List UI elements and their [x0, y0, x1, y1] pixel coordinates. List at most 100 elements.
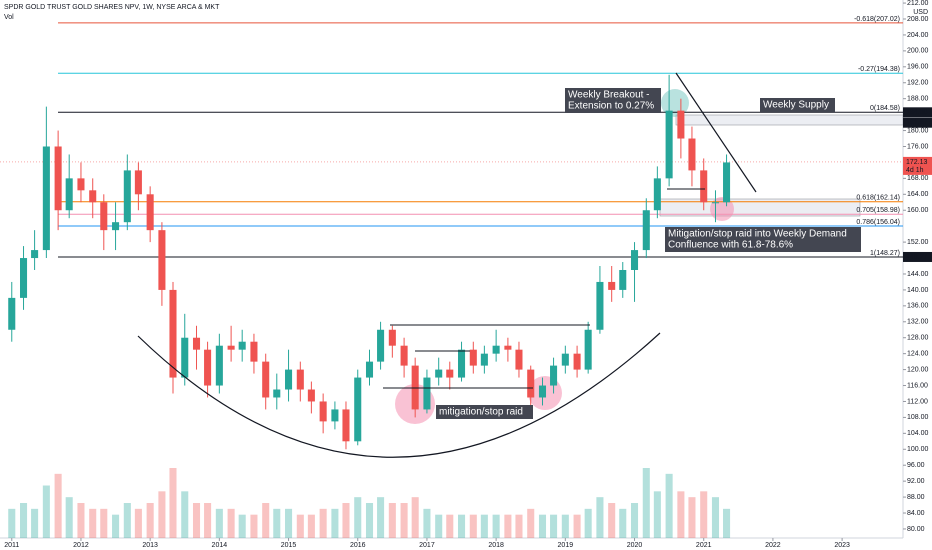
candle-body — [342, 409, 350, 442]
candle-body — [596, 281, 604, 330]
volume-bar — [423, 508, 431, 538]
candle-body — [354, 377, 362, 442]
candle-body — [700, 170, 708, 203]
x-tick-label: 2012 — [73, 542, 89, 549]
volume-bar — [458, 514, 466, 538]
y-tick-label: 136.00 — [907, 303, 929, 310]
candle-body — [112, 222, 120, 231]
drawings-top — [137, 72, 757, 458]
x-tick-label: 2022 — [765, 542, 781, 549]
volume-label: Vol — [4, 14, 14, 21]
annotation-text: Extension to 0.27% — [568, 101, 654, 112]
volume-bar — [492, 514, 500, 538]
candle-body — [204, 349, 212, 386]
y-tick-label: 192.00 — [907, 80, 929, 87]
candle-body — [65, 178, 73, 211]
volume-bar — [42, 485, 50, 538]
y-tick-label: 144.00 — [907, 271, 929, 278]
x-tick-label: 2019 — [558, 542, 574, 549]
x-tick-label: 2023 — [834, 542, 850, 549]
candle-body — [688, 138, 696, 171]
x-tick-label: 2013 — [142, 542, 158, 549]
highlight-circle — [710, 197, 734, 221]
candle-body — [77, 178, 85, 191]
price-tag — [903, 251, 932, 262]
candle-body — [134, 170, 142, 195]
candle-body — [250, 341, 258, 362]
y-tick-label: 108.00 — [907, 414, 929, 421]
annotation-box — [436, 405, 533, 419]
fib-label: 0(184.58) — [870, 105, 900, 112]
volume-bar — [504, 514, 512, 538]
y-tick-label: 152.00 — [907, 239, 929, 246]
x-tick-label: 2021 — [696, 542, 712, 549]
candle-body — [711, 202, 720, 204]
annotation-box — [565, 88, 661, 113]
volume-bar — [307, 514, 315, 538]
y-tick-label: 160.00 — [907, 207, 929, 214]
y-tick-label: 120.00 — [907, 366, 929, 373]
volume-bar — [204, 503, 212, 538]
y-tick-label: 164.00 — [907, 191, 929, 198]
candle-body — [215, 345, 223, 386]
volume-bar — [146, 503, 154, 538]
candle-body — [515, 349, 523, 370]
volume-bar — [411, 497, 419, 538]
volume-bar — [319, 508, 327, 538]
volume-bar — [273, 508, 281, 538]
volume-bar — [354, 497, 362, 538]
volume-bar — [700, 491, 708, 538]
y-tick-label: 128.00 — [907, 335, 929, 342]
volume-bar — [480, 514, 488, 538]
y-tick-label: 88.00 — [907, 494, 925, 501]
candle-body — [54, 146, 62, 211]
volume-bar — [596, 497, 604, 538]
volume-bar — [262, 503, 270, 538]
y-tick-label: 180.00 — [907, 127, 929, 134]
candle-body — [723, 162, 731, 203]
volume-bar — [19, 503, 28, 538]
volume-bar — [469, 514, 477, 538]
volume-bar — [285, 508, 293, 538]
annotation-box — [760, 98, 835, 112]
volume-bar — [665, 473, 673, 538]
y-tick-label: 124.00 — [907, 351, 929, 358]
y-tick-label: 112.00 — [907, 398, 928, 405]
volume-bar — [31, 508, 39, 538]
trend-line — [675, 72, 757, 193]
annotation-text: Weekly Breakout - — [568, 90, 650, 101]
x-tick-label: 2014 — [212, 542, 228, 549]
candle-body — [181, 337, 189, 378]
candle-body — [504, 345, 512, 350]
candle-body — [388, 329, 396, 346]
volume-bar — [342, 503, 350, 538]
volume-bar — [112, 514, 120, 538]
volume-bar — [250, 514, 258, 538]
fib-label: 0.786(156.04) — [856, 219, 900, 226]
price-tag — [903, 107, 932, 118]
candle-body — [400, 345, 408, 366]
y-tick-label: 116.00 — [907, 382, 928, 389]
candle-body — [307, 389, 315, 402]
candle-body — [608, 281, 616, 290]
price-tag — [903, 117, 932, 128]
candle-body — [273, 389, 281, 398]
candle-body — [619, 269, 627, 290]
candle-body — [365, 361, 374, 378]
volume-bar — [227, 508, 235, 538]
volume-bar — [215, 508, 223, 538]
volume-bar — [630, 503, 639, 538]
candle-body — [423, 377, 431, 410]
candle-body — [169, 289, 177, 378]
volume-bar — [100, 508, 108, 538]
countdown: 4d 1h — [906, 167, 924, 174]
fib-label: 0.618(162.14) — [856, 195, 900, 202]
candle-body — [89, 190, 97, 203]
volume-bar — [527, 508, 535, 538]
volume-bar — [723, 508, 731, 538]
volume-bar — [238, 514, 246, 538]
y-tick-label: 200.00 — [907, 48, 929, 55]
annotation-box — [665, 227, 861, 252]
candle-body — [642, 210, 650, 251]
